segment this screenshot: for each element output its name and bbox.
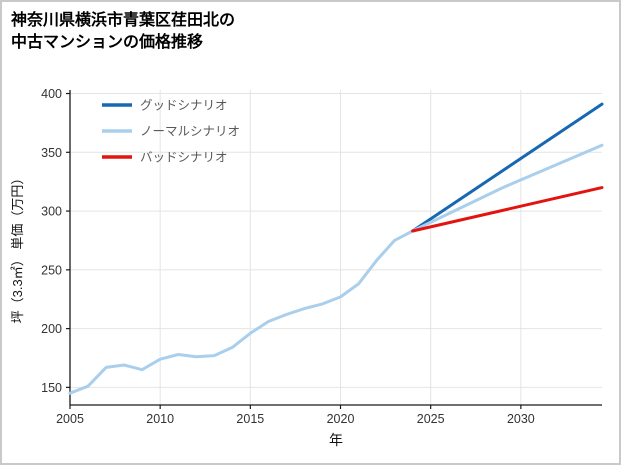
page-title-line2: 中古マンションの価格推移 bbox=[11, 33, 204, 51]
x-tick-label: 2005 bbox=[56, 412, 84, 426]
x-tick-label: 2010 bbox=[146, 412, 174, 426]
page-title: 神奈川県横浜市青葉区荏田北の 中古マンションの価格推移 bbox=[11, 10, 235, 53]
legend-label-2: バッドシナリオ bbox=[140, 151, 228, 165]
y-tick-label: 250 bbox=[41, 263, 62, 277]
y-tick-label: 300 bbox=[41, 205, 62, 219]
x-tick-label: 2015 bbox=[236, 412, 264, 426]
x-tick-label: 2030 bbox=[507, 412, 535, 426]
x-tick-label: 2020 bbox=[327, 412, 355, 426]
legend-label-0: グッドシナリオ bbox=[140, 99, 228, 113]
y-tick-label: 200 bbox=[41, 322, 62, 336]
y-tick-label: 150 bbox=[41, 381, 62, 395]
x-tick-label: 2025 bbox=[417, 412, 445, 426]
page-title-line1: 神奈川県横浜市青葉区荏田北の bbox=[11, 12, 236, 29]
series-line-2 bbox=[411, 186, 604, 233]
x-axis-label: 年 bbox=[329, 432, 343, 448]
y-tick-label: 350 bbox=[41, 146, 62, 160]
legend-label-1: ノーマルシナリオ bbox=[140, 125, 240, 139]
y-axis-label: 坪（3.3㎡） 単価（万円） bbox=[10, 172, 25, 324]
series-line-0 bbox=[411, 102, 604, 233]
series-line-1 bbox=[68, 143, 604, 395]
y-tick-label: 400 bbox=[41, 87, 62, 101]
